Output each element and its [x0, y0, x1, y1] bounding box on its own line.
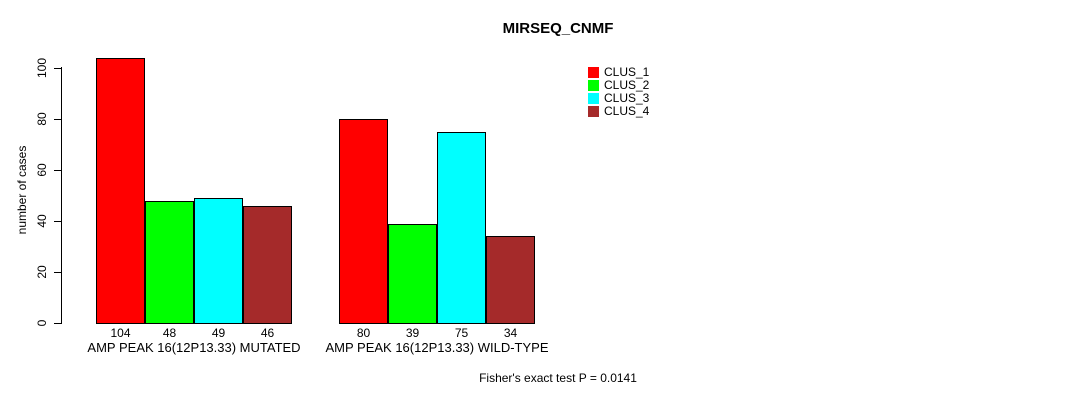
group-label: AMP PEAK 16(12P13.33) MUTATED	[87, 340, 301, 355]
bar	[437, 132, 486, 324]
legend-label: CLUS_3	[604, 91, 650, 105]
bar-value-label: 46	[260, 326, 275, 340]
y-tick-label: 80	[35, 112, 49, 126]
bar	[243, 206, 292, 324]
y-axis-line	[61, 67, 62, 324]
bar-value-label: 104	[110, 326, 131, 340]
legend-swatch	[588, 93, 599, 104]
legend-swatch	[588, 67, 599, 78]
y-tick-label: 100	[35, 57, 49, 79]
chart-title: MIRSEQ_CNMF	[502, 20, 614, 37]
y-tick	[54, 323, 61, 324]
bar	[339, 119, 388, 324]
bar-value-label: 80	[356, 326, 371, 340]
legend-label: CLUS_1	[604, 65, 650, 79]
y-tick-label: 60	[35, 163, 49, 177]
legend-label: CLUS_4	[604, 104, 650, 118]
y-tick	[54, 68, 61, 69]
bar	[486, 236, 535, 324]
legend-swatch	[588, 106, 599, 117]
y-axis-label: number of cases	[15, 145, 29, 235]
bar-value-label: 48	[162, 326, 177, 340]
bar	[194, 198, 243, 324]
y-tick	[54, 119, 61, 120]
bar-value-label: 75	[454, 326, 469, 340]
y-tick	[54, 170, 61, 171]
y-tick-label: 40	[35, 214, 49, 228]
y-tick	[54, 221, 61, 222]
bar-value-label: 39	[405, 326, 420, 340]
bar	[96, 58, 145, 324]
annotation-text: Fisher's exact test P = 0.0141	[479, 371, 637, 385]
legend-swatch	[588, 80, 599, 91]
bar-value-label: 49	[211, 326, 226, 340]
bar-value-label: 34	[503, 326, 518, 340]
y-tick-label: 20	[35, 265, 49, 279]
bar	[388, 224, 437, 324]
bar	[145, 201, 194, 324]
group-label: AMP PEAK 16(12P13.33) WILD-TYPE	[325, 340, 549, 355]
y-tick-label: 0	[35, 319, 49, 327]
legend-label: CLUS_2	[604, 78, 650, 92]
y-tick	[54, 272, 61, 273]
